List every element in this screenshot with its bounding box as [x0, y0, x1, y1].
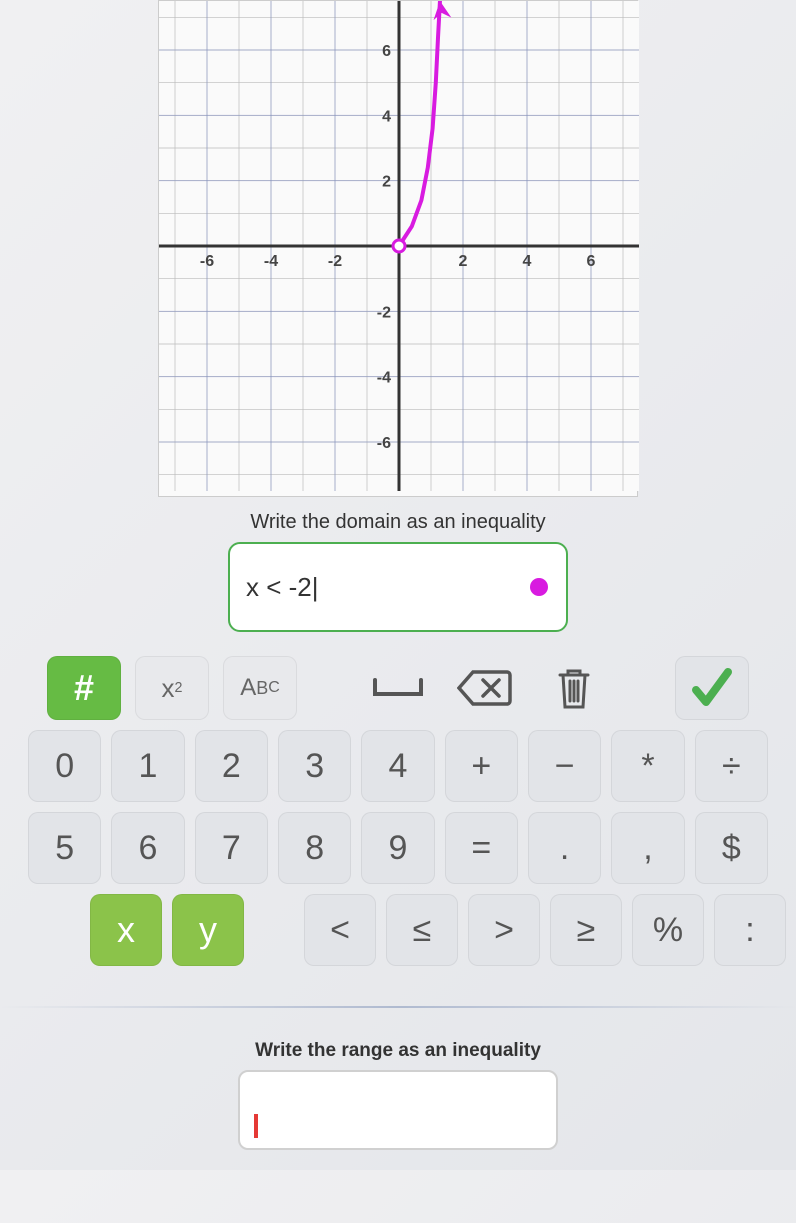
key-op-<[interactable]: < — [304, 894, 376, 966]
keypad-row-1: 01234+−*÷ — [28, 730, 768, 802]
mode-alpha-button[interactable]: ABC — [223, 656, 297, 720]
svg-text:6: 6 — [587, 253, 596, 270]
key-op->[interactable]: > — [468, 894, 540, 966]
svg-text:-2: -2 — [328, 253, 342, 270]
key-$[interactable]: $ — [695, 812, 768, 884]
backspace-button[interactable] — [449, 656, 523, 720]
key-var-y[interactable]: y — [172, 894, 244, 966]
svg-text:4: 4 — [382, 108, 391, 125]
space-button[interactable] — [361, 656, 435, 720]
key-1[interactable]: 1 — [111, 730, 184, 802]
key-9[interactable]: 9 — [361, 812, 434, 884]
svg-text:-6: -6 — [200, 253, 214, 270]
keypad-row-2: 56789=.,$ — [28, 812, 768, 884]
key-5[interactable]: 5 — [28, 812, 101, 884]
graph-svg: -6 -4 -2 2 4 6 -6 -4 -2 2 4 6 — [159, 1, 639, 491]
text-cursor-icon — [254, 1114, 258, 1138]
svg-text:2: 2 — [459, 253, 468, 270]
svg-text:-4: -4 — [264, 253, 278, 270]
keypad-mode-row: # x2 ABC — [28, 656, 768, 720]
math-keypad: # x2 ABC 01234+−*÷ 56789=.,$ xy<≤>≥%: — [28, 656, 768, 996]
key-8[interactable]: 8 — [278, 812, 351, 884]
key-4[interactable]: 4 — [361, 730, 434, 802]
key-7[interactable]: 7 — [195, 812, 268, 884]
svg-text:-4: -4 — [377, 370, 391, 387]
key-=[interactable]: = — [445, 812, 518, 884]
key-,[interactable]: , — [611, 812, 684, 884]
status-dot-icon — [530, 578, 548, 596]
domain-prompt: Write the domain as an inequality — [250, 511, 545, 534]
mode-exponent-button[interactable]: x2 — [135, 656, 209, 720]
key-var-x[interactable]: x — [90, 894, 162, 966]
key-−[interactable]: − — [528, 730, 601, 802]
key-op-≤[interactable]: ≤ — [386, 894, 458, 966]
mode-number-button[interactable]: # — [47, 656, 121, 720]
svg-text:-6: -6 — [377, 435, 391, 452]
key-÷[interactable]: ÷ — [695, 730, 768, 802]
key-*[interactable]: * — [611, 730, 684, 802]
key-.[interactable]: . — [528, 812, 601, 884]
coordinate-graph: -6 -4 -2 2 4 6 -6 -4 -2 2 4 6 — [158, 0, 638, 497]
section-divider — [0, 1006, 796, 1008]
submit-button[interactable] — [675, 656, 749, 720]
key-0[interactable]: 0 — [28, 730, 101, 802]
domain-answer-input[interactable]: x < -2| — [228, 542, 568, 632]
svg-text:6: 6 — [382, 43, 391, 60]
svg-text:2: 2 — [382, 174, 391, 191]
trash-button[interactable] — [537, 656, 611, 720]
key-op-%[interactable]: % — [632, 894, 704, 966]
key-op-≥[interactable]: ≥ — [550, 894, 622, 966]
key-6[interactable]: 6 — [111, 812, 184, 884]
key-+[interactable]: + — [445, 730, 518, 802]
key-2[interactable]: 2 — [195, 730, 268, 802]
range-answer-input[interactable] — [238, 1070, 558, 1150]
key-op-:[interactable]: : — [714, 894, 786, 966]
keypad-row-3: xy<≤>≥%: — [28, 894, 768, 966]
svg-text:4: 4 — [523, 253, 532, 270]
key-3[interactable]: 3 — [278, 730, 351, 802]
domain-answer-text: x < -2| — [246, 572, 319, 603]
svg-text:-2: -2 — [377, 304, 391, 321]
range-prompt: Write the range as an inequality — [255, 1040, 541, 1062]
